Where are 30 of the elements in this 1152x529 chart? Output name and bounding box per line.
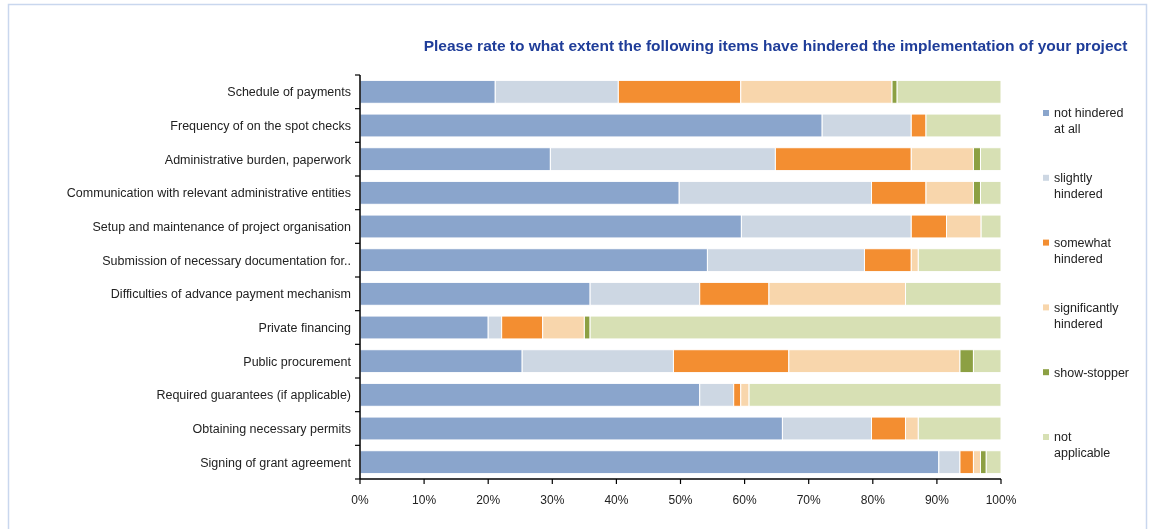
x-tick-label: 0%: [351, 493, 369, 507]
legend-label: slightly hindered: [1054, 171, 1103, 202]
y-tick-label: Communication with relevant administrative entities: [66, 186, 351, 201]
y-tick-label: Signing of grant agreement: [200, 455, 352, 470]
x-tick-label: 30%: [540, 493, 565, 507]
x-tick-label: 10%: [412, 493, 437, 507]
y-tick-label: Private financing: [258, 320, 352, 335]
x-tick-label: 80%: [860, 493, 886, 507]
legend-label: somewhat hindered: [1054, 235, 1112, 266]
legend-label: significantly hindered: [1054, 300, 1120, 331]
y-tick-label: Frequency of on the spot checks: [170, 118, 351, 133]
legend-label: not hindered at all: [1054, 106, 1124, 137]
y-tick-label: Schedule of payments: [227, 85, 351, 100]
x-tick-label: 100%: [985, 493, 1017, 507]
chart-title: Please rate to what extent the following items have hindered the implementation of your project: [423, 37, 1128, 54]
y-tick-label: Public procurement: [243, 354, 352, 369]
y-tick-label: Submission of necessary documentation for..: [102, 253, 351, 268]
x-tick-label: 70%: [796, 493, 822, 507]
x-tick-label: 90%: [924, 493, 950, 507]
x-tick-label: 50%: [668, 493, 693, 507]
y-tick-label: Obtaining necessary permits: [192, 421, 351, 436]
x-tick-label: 60%: [732, 493, 757, 507]
y-tick-label: Required guarantees (if applicable): [156, 388, 351, 403]
y-tick-label: Difficulties of advance payment mechanism: [110, 287, 351, 302]
x-tick-label: 40%: [604, 493, 629, 507]
legend-label: not applicable: [1054, 430, 1111, 461]
legend-label: show-stopper: [1054, 365, 1130, 380]
x-tick-label: 20%: [476, 493, 501, 507]
y-tick-label: Setup and maintenance of project organisation: [92, 219, 352, 234]
y-tick-label: Administrative burden, paperwork: [164, 152, 352, 167]
